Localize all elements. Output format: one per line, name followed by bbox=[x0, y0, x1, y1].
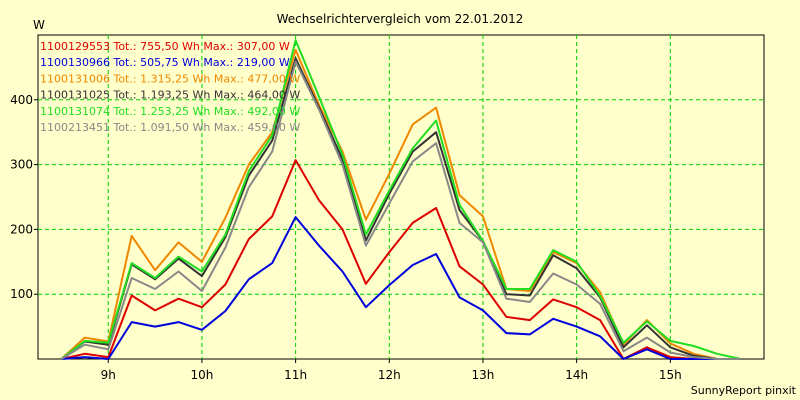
plot-area bbox=[37, 34, 765, 360]
series-line-1100131006 bbox=[60, 48, 741, 360]
series-line-1100131025 bbox=[60, 57, 741, 360]
legend-entry-1100213451: 1100213451 Tot.: 1.091,50 Wh Max.: 459,0… bbox=[40, 121, 300, 134]
chart-title: Wechselrichtervergleich vom 22.01.2012 bbox=[277, 12, 524, 26]
legend-entry-1100129553: 1100129553 Tot.: 755,50 Wh Max.: 307,00 … bbox=[40, 40, 290, 53]
legend-entry-1100131006: 1100131006 Tot.: 1.315,25 Wh Max.: 477,0… bbox=[40, 72, 300, 85]
y-tick-label: 200 bbox=[10, 222, 33, 236]
legend-entry-1100131074: 1100131074 Tot.: 1.253,25 Wh Max.: 492,0… bbox=[40, 105, 300, 118]
y-tick-label: 400 bbox=[10, 93, 33, 107]
x-tick-label: 11h bbox=[284, 368, 307, 382]
footer-credit: SunnyReport pinxit bbox=[691, 384, 797, 397]
y-tick-label: 300 bbox=[10, 158, 33, 172]
y-tick-label: 100 bbox=[10, 287, 33, 301]
x-tick-label: 15h bbox=[659, 368, 682, 382]
y-axis-unit-label: W bbox=[33, 18, 45, 32]
legend: 1100129553 Tot.: 755,50 Wh Max.: 307,00 … bbox=[40, 40, 300, 134]
x-tick-label: 9h bbox=[101, 368, 116, 382]
x-tick-label: 12h bbox=[378, 368, 401, 382]
legend-entry-1100131025: 1100131025 Tot.: 1.193,25 Wh Max.: 464,0… bbox=[40, 89, 300, 102]
x-tick-label: 14h bbox=[565, 368, 588, 382]
x-tick-label: 13h bbox=[472, 368, 495, 382]
grid-lines bbox=[38, 35, 764, 359]
axes: 9h 10h 11h 12h 13h 14h 15h 100 200 300 400 bbox=[10, 93, 682, 382]
series-line-1100130966 bbox=[61, 216, 741, 360]
series-line-1100131074 bbox=[60, 39, 741, 360]
x-tick-label: 10h bbox=[190, 368, 213, 382]
legend-entry-1100130966: 1100130966 Tot.: 505,75 Wh Max.: 219,00 … bbox=[40, 56, 290, 69]
series-line-1100213451 bbox=[60, 60, 741, 360]
series-lines bbox=[60, 39, 741, 360]
